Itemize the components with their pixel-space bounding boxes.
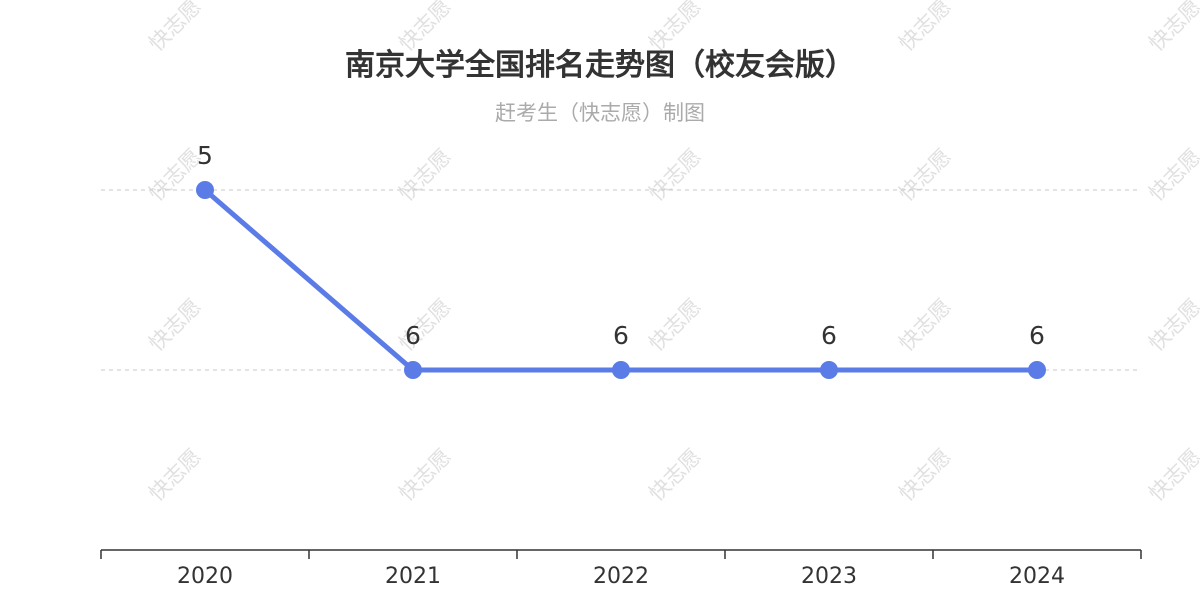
x-tick-label: 2021 bbox=[385, 564, 441, 589]
watermark-text: 快志愿 bbox=[394, 444, 456, 506]
watermark-text: 快志愿 bbox=[894, 0, 956, 56]
chart-subtitle: 赶考生（快志愿）制图 bbox=[495, 101, 705, 125]
watermark-text: 快志愿 bbox=[894, 294, 956, 356]
data-label: 6 bbox=[613, 321, 629, 350]
watermark-text: 快志愿 bbox=[894, 444, 956, 506]
watermark-text: 快志愿 bbox=[394, 144, 456, 206]
watermark-text: 快志愿 bbox=[1144, 144, 1200, 206]
data-label: 6 bbox=[405, 321, 421, 350]
watermark-text: 快志愿 bbox=[644, 444, 706, 506]
x-tick-label: 2020 bbox=[177, 564, 233, 589]
x-tick-label: 2024 bbox=[1009, 564, 1065, 589]
chart-title: 南京大学全国排名走势图（校友会版） bbox=[345, 48, 855, 83]
data-label: 6 bbox=[821, 321, 837, 350]
data-point bbox=[820, 361, 838, 379]
watermark-text: 快志愿 bbox=[894, 144, 956, 206]
watermark-text: 快志愿 bbox=[1144, 0, 1200, 56]
x-tick-label: 2023 bbox=[801, 564, 857, 589]
watermark-text: 快志愿 bbox=[144, 294, 206, 356]
data-point bbox=[404, 361, 422, 379]
watermark-text: 快志愿 bbox=[644, 144, 706, 206]
watermark-text: 快志愿 bbox=[144, 444, 206, 506]
watermark-text: 快志愿 bbox=[144, 0, 206, 56]
watermark-text: 快志愿 bbox=[1144, 294, 1200, 356]
series-layer: 5 6 6 6 6 bbox=[196, 141, 1046, 379]
x-axis-ticks bbox=[100, 550, 1142, 559]
data-point bbox=[612, 361, 630, 379]
data-label: 5 bbox=[197, 141, 213, 170]
x-axis-labels: 2020 2021 2022 2023 2024 bbox=[177, 564, 1065, 589]
x-tick-label: 2022 bbox=[593, 564, 649, 589]
data-point bbox=[196, 181, 214, 199]
data-label: 6 bbox=[1029, 321, 1045, 350]
watermark-text: 快志愿 bbox=[394, 294, 456, 356]
data-point bbox=[1028, 361, 1046, 379]
watermark-text: 快志愿 bbox=[1144, 444, 1200, 506]
watermark-text: 快志愿 bbox=[644, 294, 706, 356]
